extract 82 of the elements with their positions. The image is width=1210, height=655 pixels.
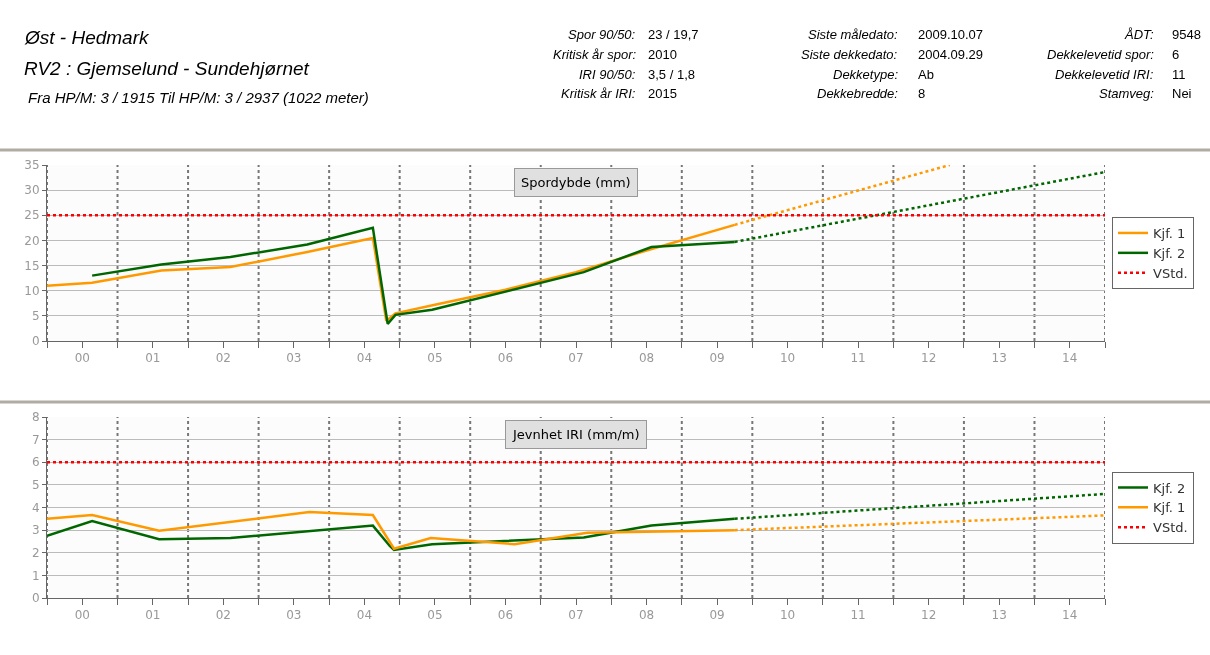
x-tick-label: 00 <box>74 608 90 623</box>
x-tick-label: 02 <box>215 608 231 623</box>
y-tick-label: 30 <box>24 183 40 198</box>
text: Ab <box>918 67 934 82</box>
x-tick-label: 00 <box>74 351 90 366</box>
x-tick-label: 14 <box>1062 608 1078 623</box>
text: Kritisk år spor: <box>553 47 637 62</box>
x-tick-label: 03 <box>286 608 302 623</box>
text: Spor 90/50: <box>568 27 636 42</box>
text: 6 <box>1172 47 1180 62</box>
x-tick-label: 06 <box>497 351 514 366</box>
legend-label: VStd. <box>1153 520 1188 536</box>
x-tick-label: 04 <box>356 608 373 623</box>
y-tick-label: 7 <box>31 432 40 447</box>
x-tick-label: 08 <box>638 351 655 366</box>
text: 11 <box>1172 67 1186 82</box>
y-tick-label: 0 <box>31 591 40 606</box>
y-tick-label: 15 <box>24 258 40 273</box>
x-tick-label: 12 <box>921 608 937 623</box>
x-tick-label: 09 <box>709 351 725 366</box>
x-tick-label: 09 <box>709 608 725 623</box>
text: Siste måledato: <box>808 27 898 42</box>
x-tick-label: 11 <box>850 608 866 623</box>
x-tick-label: 13 <box>991 608 1007 623</box>
y-tick-label: 5 <box>31 478 40 493</box>
text: Stamveg: <box>1099 86 1155 101</box>
x-tick-label: 04 <box>356 351 373 366</box>
x-tick-label: 10 <box>779 608 796 623</box>
text: 8 <box>918 86 926 101</box>
text: Nei <box>1172 86 1192 101</box>
x-tick-label: 02 <box>215 351 231 366</box>
x-tick-label: 10 <box>779 351 796 366</box>
y-tick-label: 1 <box>31 568 40 583</box>
x-tick-label: 06 <box>497 608 514 623</box>
text: ÅDT: <box>1124 27 1155 42</box>
y-tick-label: 25 <box>24 208 40 223</box>
text: 23 / 19,7 <box>648 27 699 42</box>
x-tick-label: 01 <box>145 351 161 366</box>
text: Jevnhet IRI (mm/m) <box>512 427 640 442</box>
text: Dekkelevetid IRI: <box>1055 67 1154 82</box>
x-tick-label: 08 <box>638 608 655 623</box>
x-tick-label: 05 <box>427 608 443 623</box>
x-tick-label: 05 <box>427 351 443 366</box>
y-tick-label: 10 <box>24 283 40 298</box>
text: IRI 90/50: <box>579 67 636 82</box>
x-tick-label: 03 <box>286 351 302 366</box>
x-tick-label: 11 <box>850 351 866 366</box>
y-tick-label: 0 <box>31 334 40 349</box>
legend-label: VStd. <box>1153 265 1188 281</box>
text: Siste dekkedato: <box>801 47 898 62</box>
x-tick-label: 13 <box>991 351 1007 366</box>
legend-label: Kjf. 1 <box>1153 226 1186 242</box>
text: 2010 <box>648 47 677 62</box>
x-tick-label: 07 <box>568 351 584 366</box>
text: 3,5 / 1,8 <box>648 67 695 82</box>
y-tick-label: 35 <box>24 158 40 173</box>
x-tick-label: 07 <box>568 608 584 623</box>
y-tick-label: 5 <box>31 309 40 324</box>
x-tick-label: 12 <box>921 351 937 366</box>
y-tick-label: 8 <box>31 410 40 425</box>
text: Spordybde (mm) <box>521 175 631 190</box>
text: 2009.10.07 <box>918 27 984 42</box>
text: 9548 <box>1172 27 1201 42</box>
text: 2004.09.29 <box>918 47 984 62</box>
text: Dekkelevetid spor: <box>1047 47 1155 62</box>
y-tick-label: 6 <box>31 455 40 470</box>
legend-label: Kjf. 2 <box>1153 245 1186 261</box>
x-tick-label: 01 <box>145 608 161 623</box>
y-tick-label: 3 <box>31 523 40 538</box>
x-tick-label: 14 <box>1062 351 1078 366</box>
text: RV2 : Gjemselund - Sundehjørnet <box>24 58 310 79</box>
y-tick-label: 4 <box>31 500 40 515</box>
text: Fra HP/M: 3 / 1915 Til HP/M: 3 / 2937 (1022 meter) <box>28 89 369 106</box>
text: Dekketype: <box>833 67 899 82</box>
text: Øst - Hedmark <box>24 27 151 48</box>
y-tick-label: 2 <box>31 545 40 560</box>
legend-label: Kjf. 1 <box>1153 500 1186 516</box>
y-tick-label: 20 <box>24 233 40 248</box>
legend-label: Kjf. 2 <box>1153 480 1186 496</box>
text: Dekkebredde: <box>817 86 899 101</box>
text: 2015 <box>648 86 677 101</box>
text: Kritisk år IRI: <box>561 86 636 101</box>
